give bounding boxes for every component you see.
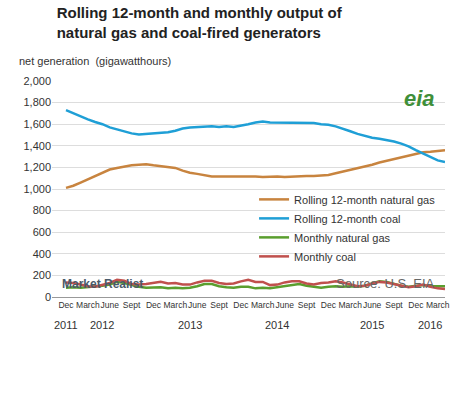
svg-text:Dec: Dec — [146, 300, 162, 310]
svg-text:1,200: 1,200 — [23, 161, 51, 173]
svg-text:1,600: 1,600 — [23, 118, 51, 130]
svg-text:Monthly coal: Monthly coal — [294, 251, 356, 263]
svg-text:1,000: 1,000 — [23, 183, 51, 195]
svg-text:eia: eia — [404, 86, 435, 111]
svg-text:March: March — [426, 300, 450, 310]
svg-text:March: March — [338, 300, 362, 310]
svg-text:600: 600 — [33, 226, 51, 238]
svg-text:1,400: 1,400 — [23, 140, 51, 152]
svg-text:Source: U.S. EIA: Source: U.S. EIA — [336, 276, 435, 291]
svg-text:2012: 2012 — [90, 319, 114, 331]
svg-text:200: 200 — [33, 269, 51, 281]
svg-text:Dec: Dec — [58, 300, 74, 310]
svg-text:2014: 2014 — [265, 319, 289, 331]
svg-text:Dec: Dec — [233, 300, 249, 310]
svg-text:net generation (gigawatthours: net generation (gigawatthours) — [19, 55, 171, 67]
svg-text:June: June — [275, 300, 294, 310]
svg-text:June: June — [188, 300, 207, 310]
svg-text:2,000: 2,000 — [23, 75, 51, 87]
svg-text:Rolling 12-month and monthly o: Rolling 12-month and monthly output ofna… — [57, 4, 343, 41]
svg-text:0: 0 — [45, 291, 51, 303]
svg-text:Dec: Dec — [408, 300, 424, 310]
svg-text:March: March — [164, 300, 188, 310]
svg-text:2015: 2015 — [360, 319, 384, 331]
svg-text:400: 400 — [33, 248, 51, 260]
svg-text:2011: 2011 — [54, 319, 78, 331]
svg-text:Sept: Sept — [298, 300, 316, 310]
svg-text:March: March — [76, 300, 100, 310]
svg-text:Rolling 12-month coal: Rolling 12-month coal — [294, 213, 400, 225]
svg-text:Market Realist: Market Realist — [62, 277, 143, 291]
svg-text:March: March — [251, 300, 275, 310]
svg-text:2016: 2016 — [418, 319, 442, 331]
svg-text:Rolling 12-month natural gas: Rolling 12-month natural gas — [294, 194, 435, 206]
svg-text:800: 800 — [33, 204, 51, 216]
svg-text:June: June — [101, 300, 120, 310]
svg-text:Sept: Sept — [123, 300, 141, 310]
svg-text:Dec: Dec — [321, 300, 337, 310]
svg-text:Sept: Sept — [210, 300, 228, 310]
svg-text:2013: 2013 — [178, 319, 202, 331]
svg-text:June: June — [363, 300, 382, 310]
svg-text:Sept: Sept — [385, 300, 403, 310]
svg-text:Monthly natural gas: Monthly natural gas — [294, 232, 390, 244]
svg-text:1,800: 1,800 — [23, 96, 51, 108]
